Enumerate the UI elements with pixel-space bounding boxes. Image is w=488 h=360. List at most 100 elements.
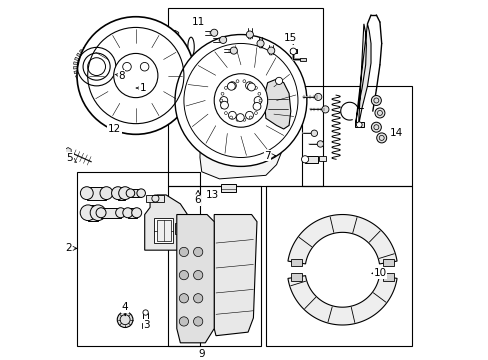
Circle shape (179, 270, 188, 280)
Circle shape (230, 47, 237, 54)
Circle shape (236, 114, 244, 121)
Circle shape (254, 112, 257, 114)
Polygon shape (74, 57, 79, 61)
Circle shape (321, 106, 328, 113)
Circle shape (317, 141, 323, 147)
Circle shape (111, 187, 124, 199)
Bar (118, 187, 125, 199)
Bar (354, 122, 363, 127)
Bar (299, 58, 305, 61)
Circle shape (370, 122, 381, 132)
Polygon shape (112, 76, 117, 80)
Polygon shape (92, 44, 94, 48)
Polygon shape (75, 75, 80, 78)
Polygon shape (214, 215, 257, 336)
Text: 8: 8 (115, 71, 124, 81)
Circle shape (179, 317, 188, 326)
Polygon shape (128, 119, 135, 125)
Text: 4: 4 (122, 302, 128, 316)
Circle shape (100, 187, 113, 199)
Polygon shape (87, 45, 90, 49)
Polygon shape (171, 30, 178, 39)
Text: 12: 12 (107, 124, 121, 134)
Circle shape (214, 74, 267, 127)
Bar (319, 156, 326, 161)
Circle shape (228, 111, 236, 119)
Circle shape (219, 36, 226, 44)
Bar (88, 205, 98, 221)
Polygon shape (79, 49, 83, 54)
Polygon shape (115, 69, 120, 71)
Circle shape (370, 95, 381, 105)
Bar (382, 259, 393, 266)
Polygon shape (287, 215, 396, 264)
Circle shape (221, 93, 224, 95)
Polygon shape (144, 195, 192, 250)
Polygon shape (89, 85, 92, 89)
Bar (301, 86, 411, 186)
Polygon shape (83, 46, 87, 51)
Text: 2: 2 (64, 243, 77, 253)
Circle shape (83, 53, 110, 80)
Circle shape (254, 86, 257, 89)
Circle shape (179, 247, 188, 257)
Bar (167, 8, 322, 186)
Circle shape (356, 122, 362, 127)
Circle shape (267, 47, 274, 54)
Circle shape (122, 208, 133, 218)
Polygon shape (102, 84, 106, 89)
Bar (289, 49, 297, 53)
Polygon shape (116, 64, 120, 67)
Circle shape (80, 205, 96, 221)
Bar (175, 224, 187, 234)
Circle shape (259, 99, 262, 102)
Circle shape (96, 208, 106, 218)
Circle shape (210, 29, 217, 36)
Bar (101, 208, 121, 218)
Polygon shape (106, 82, 110, 87)
Circle shape (246, 31, 253, 38)
Polygon shape (108, 48, 112, 52)
Circle shape (220, 96, 227, 104)
Polygon shape (94, 86, 97, 90)
Polygon shape (81, 81, 85, 85)
Polygon shape (85, 83, 89, 88)
Circle shape (220, 99, 223, 102)
Bar (146, 195, 164, 202)
Polygon shape (200, 72, 283, 179)
Bar (130, 189, 141, 197)
Polygon shape (65, 148, 71, 155)
Circle shape (257, 93, 260, 95)
Circle shape (249, 82, 252, 85)
Polygon shape (74, 71, 78, 74)
Bar (305, 156, 317, 163)
Text: 5: 5 (66, 153, 76, 162)
Polygon shape (355, 24, 370, 125)
Circle shape (229, 82, 232, 85)
Circle shape (257, 40, 264, 47)
Text: 7: 7 (264, 151, 275, 161)
Polygon shape (264, 79, 290, 129)
Bar (142, 312, 148, 323)
Circle shape (236, 80, 239, 82)
Circle shape (80, 187, 93, 199)
Circle shape (114, 53, 158, 98)
Circle shape (376, 133, 386, 143)
Polygon shape (77, 53, 81, 57)
Polygon shape (115, 59, 119, 63)
Circle shape (220, 101, 228, 109)
Text: 1: 1 (136, 83, 146, 93)
Polygon shape (78, 78, 82, 82)
Bar (183, 245, 192, 252)
Circle shape (245, 82, 253, 90)
Circle shape (140, 62, 148, 71)
Bar (77, 172, 200, 346)
Circle shape (137, 189, 145, 197)
Circle shape (289, 48, 296, 54)
Polygon shape (97, 44, 99, 48)
Bar (167, 186, 260, 346)
Circle shape (275, 77, 282, 85)
Circle shape (301, 156, 308, 163)
Circle shape (245, 111, 253, 119)
Circle shape (374, 108, 384, 118)
